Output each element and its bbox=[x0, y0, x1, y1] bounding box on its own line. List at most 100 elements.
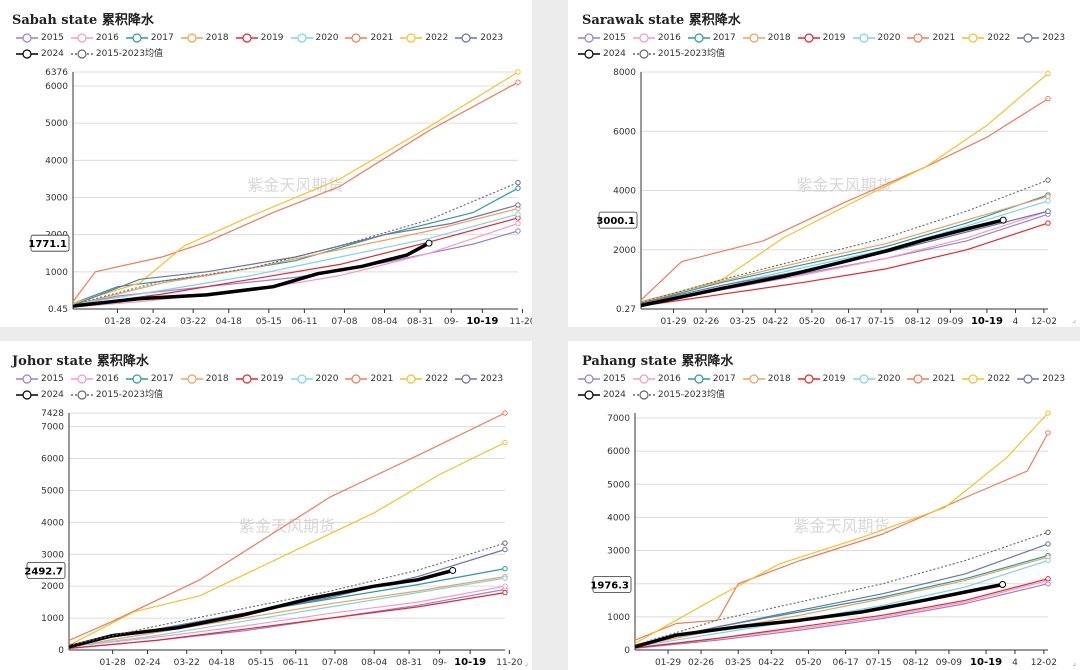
legend-item-2021[interactable]: 2021 bbox=[907, 371, 955, 387]
series-line-2019 bbox=[72, 217, 519, 307]
legend-item-2015-2023均值[interactable]: 2015-2023均值 bbox=[70, 46, 163, 62]
legend-label: 2015 bbox=[41, 374, 64, 384]
legend-label: 2022 bbox=[987, 374, 1011, 384]
x-tick-label: 01-29 bbox=[655, 658, 681, 668]
series-end-marker bbox=[502, 565, 508, 572]
legend-item-2021[interactable]: 2021 bbox=[907, 30, 955, 46]
legend-item-2018[interactable]: 2018 bbox=[180, 30, 229, 46]
legend-item-2019[interactable]: 2019 bbox=[235, 30, 284, 46]
legend-line-circle-icon bbox=[400, 32, 423, 43]
legend-item-2024[interactable]: 2024 bbox=[16, 387, 64, 403]
legend-item-2016[interactable]: 2016 bbox=[632, 371, 681, 387]
legend-item-2015-2023均值[interactable]: 2015-2023均值 bbox=[632, 46, 725, 62]
legend-item-2018[interactable]: 2018 bbox=[742, 30, 791, 46]
legend-item-2024[interactable]: 2024 bbox=[578, 387, 626, 403]
chart-panel-pahang: Pahang state 累积降水 2015 2016 2017 2018 2019 20… bbox=[568, 341, 1080, 670]
resize-handle-icon[interactable]: ⌟ bbox=[524, 315, 528, 324]
legend-item-2022[interactable]: 2022 bbox=[400, 371, 448, 387]
legend[interactable]: 2015 2016 2017 2018 2019 2020 2021 2022 2023 2024… bbox=[16, 30, 516, 62]
axis-pointer-label: 3000.1 bbox=[596, 216, 635, 227]
series-line-2020 bbox=[68, 577, 506, 648]
legend-item-2020[interactable]: 2020 bbox=[852, 371, 900, 387]
legend-item-2024[interactable]: 2024 bbox=[578, 46, 626, 62]
legend[interactable]: 2015 2016 2017 2018 2019 2020 2021 2022 2023 2024… bbox=[578, 371, 1078, 403]
legend-item-2017[interactable]: 2017 bbox=[125, 371, 174, 387]
legend-item-2022[interactable]: 2022 bbox=[962, 371, 1010, 387]
legend-label: 2020 bbox=[877, 33, 901, 43]
legend-item-2019[interactable]: 2019 bbox=[235, 371, 284, 387]
legend-item-2017[interactable]: 2017 bbox=[125, 30, 174, 46]
legend-item-2022[interactable]: 2022 bbox=[962, 30, 1010, 46]
series-end-marker bbox=[502, 439, 508, 446]
legend-item-2020[interactable]: 2020 bbox=[290, 371, 338, 387]
legend-item-2017[interactable]: 2017 bbox=[687, 371, 736, 387]
series-end-marker bbox=[425, 239, 433, 247]
series-line-2019 bbox=[68, 592, 506, 649]
series-line-2022 bbox=[72, 71, 519, 304]
series-line-2015 bbox=[72, 230, 519, 306]
legend-label: 2024 bbox=[41, 49, 64, 59]
y-tick-label: 1000 bbox=[607, 613, 630, 623]
chart-title: Sarawak state 累积降水 bbox=[582, 13, 741, 28]
x-tick-label: 08-31 bbox=[407, 317, 433, 327]
legend-line-circle-icon bbox=[632, 389, 655, 400]
x-tick-label: 09- bbox=[444, 317, 459, 327]
legend[interactable]: 2015 2016 2017 2018 2019 2020 2021 2022 2023 2024… bbox=[16, 371, 516, 403]
legend-item-2015-2023均值[interactable]: 2015-2023均值 bbox=[632, 387, 725, 403]
legend-line-circle-icon bbox=[70, 373, 93, 384]
chart-panel-sarawak: Sarawak state 累积降水 2015 2016 2017 2018 2019 2… bbox=[568, 0, 1080, 327]
plot-area[interactable]: 0.45100020003000400050006000637601-2802-… bbox=[0, 0, 532, 327]
legend-item-2015[interactable]: 2015 bbox=[16, 371, 64, 387]
series-line-2024 bbox=[640, 218, 1004, 308]
series-line-2018 bbox=[68, 576, 506, 648]
resize-handle-icon[interactable]: ⌟ bbox=[1072, 315, 1076, 324]
legend-item-2023[interactable]: 2023 bbox=[1017, 30, 1065, 46]
legend-item-2016[interactable]: 2016 bbox=[70, 371, 119, 387]
legend-item-2018[interactable]: 2018 bbox=[180, 371, 229, 387]
series-line-2021 bbox=[72, 81, 519, 302]
x-tick-label: 02-26 bbox=[688, 658, 714, 668]
legend-item-2023[interactable]: 2023 bbox=[455, 371, 503, 387]
legend-item-2020[interactable]: 2020 bbox=[852, 30, 901, 46]
legend-item-2015[interactable]: 2015 bbox=[16, 30, 64, 46]
legend-line-circle-icon bbox=[797, 32, 820, 43]
x-tick-label: 05-20 bbox=[799, 317, 825, 327]
legend-item-2023[interactable]: 2023 bbox=[455, 30, 503, 46]
plot-area[interactable]: 0.27 2000 4000 6000 8000 01-29 02-26 03-25 04-22… bbox=[568, 0, 1080, 327]
plot-area[interactable]: 0 1000 2000 3000 4000 5000 6000 7000 7428 01-28 02… bbox=[0, 341, 532, 670]
legend-line-circle-icon bbox=[578, 389, 600, 400]
resize-handle-icon[interactable]: ⌟ bbox=[1072, 658, 1076, 667]
legend-line-circle-icon bbox=[125, 373, 148, 384]
series-end-marker bbox=[515, 202, 521, 208]
y-tick-label: 5000 bbox=[607, 480, 630, 490]
legend-item-2016[interactable]: 2016 bbox=[632, 30, 681, 46]
legend-item-2021[interactable]: 2021 bbox=[345, 30, 393, 46]
plot-area[interactable]: 0100020003000400050006000700001-2902-260… bbox=[568, 341, 1080, 670]
legend-item-2021[interactable]: 2021 bbox=[345, 371, 393, 387]
axis-pointer-box bbox=[26, 562, 66, 579]
legend-label: 2015-2023均值 bbox=[657, 390, 725, 400]
legend-item-2017[interactable]: 2017 bbox=[687, 30, 736, 46]
legend-item-2018[interactable]: 2018 bbox=[742, 371, 791, 387]
watermark: 紫金天风期货 bbox=[247, 176, 343, 195]
legend-item-2020[interactable]: 2020 bbox=[290, 30, 338, 46]
legend-item-2019[interactable]: 2019 bbox=[797, 30, 846, 46]
legend-item-2015-2023均值[interactable]: 2015-2023均值 bbox=[70, 387, 163, 403]
x-tick-label: 09-09 bbox=[937, 317, 963, 327]
x-tick-label: 12-02 bbox=[1031, 317, 1057, 327]
series-line-2019 bbox=[640, 222, 1049, 307]
legend-item-2015[interactable]: 2015 bbox=[578, 371, 626, 387]
series-line-2015-2023均值 bbox=[72, 182, 519, 306]
legend-item-2022[interactable]: 2022 bbox=[400, 30, 448, 46]
resize-handle-icon[interactable]: ⌟ bbox=[524, 658, 528, 667]
legend-item-2023[interactable]: 2023 bbox=[1017, 371, 1065, 387]
legend-item-2016[interactable]: 2016 bbox=[70, 30, 119, 46]
y-tick-label: 1000 bbox=[45, 268, 68, 278]
legend-item-2015[interactable]: 2015 bbox=[578, 30, 626, 46]
legend-item-2024[interactable]: 2024 bbox=[16, 46, 64, 62]
legend-item-2019[interactable]: 2019 bbox=[797, 371, 846, 387]
legend[interactable]: 2015 2016 2017 2018 2019 2020 2021 2022 2023 2024… bbox=[578, 30, 1078, 62]
legend-label: 2023 bbox=[480, 33, 504, 43]
axis-pointer-label: 1976.3 bbox=[590, 580, 629, 591]
series-line-2015 bbox=[634, 583, 1049, 649]
